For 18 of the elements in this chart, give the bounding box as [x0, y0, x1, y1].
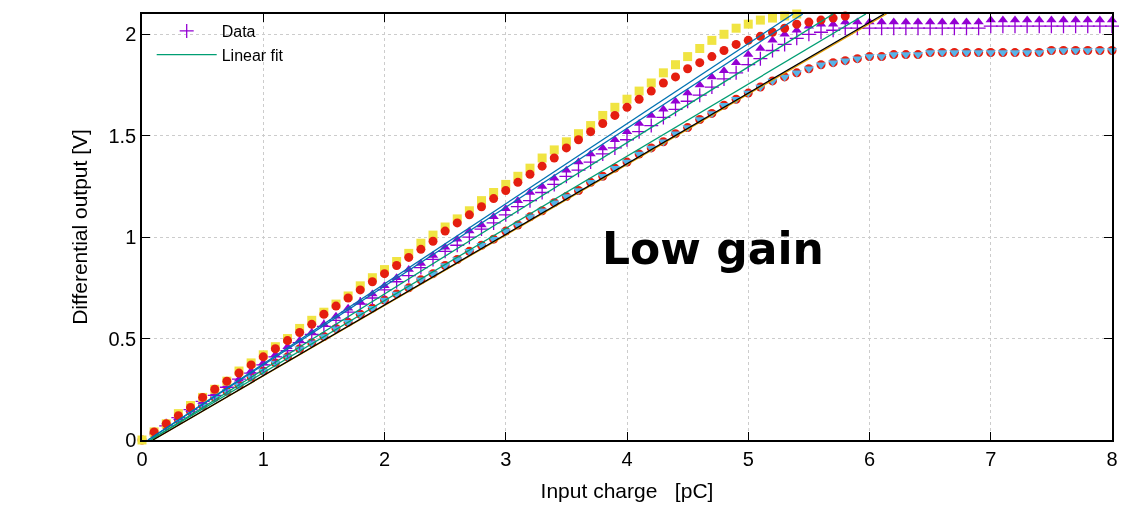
x-tick-label: 1 [257, 447, 269, 470]
x-tick-label: 4 [621, 447, 633, 470]
y-axis-title: Differential output [V] [68, 129, 92, 325]
x-tick-label: 8 [1106, 447, 1118, 470]
x-tick-label: 2 [378, 447, 391, 470]
x-tick-label: 5 [742, 447, 754, 470]
y-tick-label: 0 [125, 429, 137, 451]
y-tick-label: 1 [125, 226, 137, 249]
x-tick-label: 6 [863, 447, 876, 470]
annotation: Low gain [602, 223, 824, 274]
y-tick-label: 0.5 [108, 327, 137, 350]
y-tick-label: 1.5 [108, 124, 137, 147]
x-axis-title: Input charge [pC] [540, 479, 714, 503]
x-tick-label: 3 [500, 447, 512, 470]
legend-label: Data [221, 23, 256, 41]
legend-label: Linear fit [221, 46, 284, 64]
y-tick-label: 2 [125, 23, 137, 46]
x-tick-label: 7 [985, 447, 997, 470]
